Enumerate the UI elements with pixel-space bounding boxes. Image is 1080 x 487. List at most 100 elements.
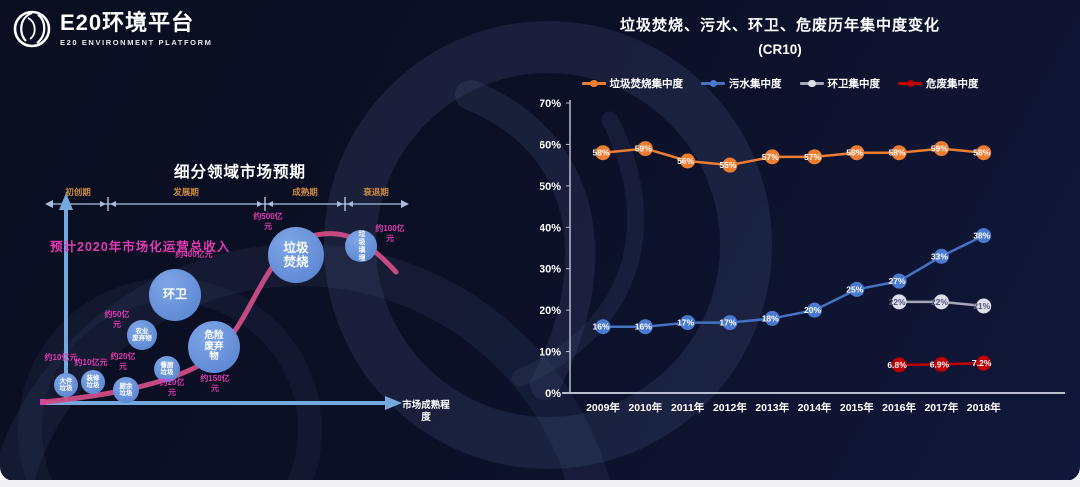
y-tick-label: 50%: [540, 181, 561, 193]
value-landfill: 约100亿 元: [375, 224, 405, 243]
legend-label: 垃圾焚烧集中度: [609, 78, 684, 90]
bubble-sanitation: 环卫: [149, 269, 201, 321]
phase-label-4: 衰退期: [363, 187, 389, 197]
data-label: 57%: [804, 152, 821, 162]
diagram-note: 预计2020年市场化运营总收入: [50, 240, 231, 254]
data-point: [933, 294, 949, 310]
bubble-hazardous-waste: 危险 废弃 物: [188, 321, 240, 373]
diagram-title: 细分领域市场预期: [173, 164, 306, 181]
x-tick-label: 2014年: [798, 401, 832, 414]
legend-swatch-hazwaste-icon: [898, 79, 922, 88]
y-tick-label: 30%: [540, 264, 561, 276]
data-label: 21%: [973, 301, 990, 311]
data-label: 33%: [931, 251, 948, 261]
line-chart-plot: 0% 10% 20% 30% 40% 50% 60% 70% 2009年 2010年 2011年 20…: [540, 98, 1065, 414]
data-label: 58%: [846, 148, 863, 158]
value-sanitation: 约400亿元: [175, 250, 213, 259]
data-label: 22%: [931, 297, 948, 307]
legend-label: 环卫集中度: [827, 78, 881, 90]
data-label: 6.8%: [887, 360, 907, 370]
value-food-waste: 约20亿 元: [159, 378, 185, 397]
data-point: [849, 281, 865, 297]
data-label: 6.9%: [930, 359, 950, 369]
bubble-waste-incineration: 垃圾 焚烧: [268, 227, 324, 283]
data-point: [680, 153, 696, 169]
data-label: 58%: [592, 148, 609, 158]
data-point: [722, 315, 738, 331]
legend-label: 危废集中度: [926, 78, 979, 90]
data-label: 17%: [677, 318, 694, 328]
y-tick-label: 60%: [540, 139, 561, 151]
x-tick-label: 2013年: [755, 401, 789, 414]
data-point: [891, 357, 907, 373]
chart-title: 垃圾焚烧、污水、环卫、危废历年集中度变化: [619, 17, 940, 34]
data-point: [637, 319, 653, 335]
slide-bottom-strip: [0, 480, 1080, 487]
data-label: 58%: [973, 148, 990, 158]
legend-item-hazwaste: 危废集中度: [898, 76, 979, 91]
data-point: [807, 302, 822, 318]
phase-label-2: 发展期: [173, 187, 199, 197]
data-point: [849, 145, 865, 161]
data-label: 7.2%: [972, 358, 992, 368]
value-agricultural-waste: 约50亿 元: [104, 310, 130, 329]
phase-label-3: 成熟期: [292, 187, 318, 197]
x-tick-label: 2011年: [671, 401, 705, 414]
bubble-bulky-waste: 大件 垃圾: [54, 373, 78, 397]
bubble-kitchen-waste: 厨余 垃圾: [113, 377, 139, 403]
data-point: [680, 315, 696, 331]
legend-swatch-sewage-icon: [701, 79, 725, 88]
data-point: [764, 149, 780, 165]
phase-label-1: 初创期: [65, 187, 91, 197]
x-tick-label: 2012年: [713, 401, 747, 414]
legend-swatch-incineration-icon: [581, 79, 606, 88]
y-tick-label: 0%: [545, 388, 561, 400]
data-point: [595, 145, 611, 161]
data-point: [595, 319, 611, 335]
data-label: 59%: [931, 144, 948, 154]
data-point: [976, 355, 992, 371]
chart-legend: 垃圾焚烧集中度 污水集中度 环卫集中度 危废集中度: [550, 76, 1010, 91]
legend-item-sewage: 污水集中度: [701, 76, 782, 91]
data-label: 17%: [719, 318, 736, 328]
logo-subtitle: E20 ENVIRONMENT PLATFORM: [60, 37, 213, 47]
data-point: [933, 141, 949, 157]
data-label: 16%: [592, 322, 609, 332]
data-point: [891, 273, 907, 289]
data-point: [807, 149, 822, 165]
data-point: [637, 141, 653, 157]
x-tick-label: 2015年: [840, 401, 874, 414]
legend-item-sanitation: 环卫集中度: [799, 76, 881, 91]
data-point: [933, 248, 949, 264]
data-label: 38%: [973, 231, 990, 241]
data-point: [976, 145, 992, 161]
data-label: 58%: [889, 148, 906, 158]
e20-logo-icon: [13, 10, 51, 48]
bubble-renovation-waste: 装修 垃圾: [81, 370, 105, 394]
x-tick-label: 2016年: [882, 401, 916, 414]
value-kitchen-waste: 约20亿 元: [110, 352, 136, 371]
value-renovation-waste: 约10亿元: [74, 358, 108, 367]
legend-label: 污水集中度: [729, 78, 782, 90]
data-label: 59%: [635, 144, 652, 154]
x-tick-label: 2009年: [586, 401, 620, 414]
data-point: [891, 145, 907, 161]
data-point: [764, 310, 780, 326]
x-tick-label: 2010年: [628, 401, 662, 414]
value-bulky-waste: 约10亿元: [44, 353, 78, 362]
data-label: 16%: [635, 322, 652, 332]
data-point: [976, 228, 992, 244]
logo-title: E20环境平台: [60, 10, 195, 36]
data-label: 25%: [846, 284, 863, 294]
bubble-food-waste: 餐厨 垃圾: [154, 356, 180, 382]
y-tick-label: 70%: [540, 98, 561, 110]
y-tick-label: 20%: [540, 305, 561, 317]
data-point: [976, 298, 992, 314]
data-point: [891, 294, 907, 310]
legend-item-incineration: 垃圾焚烧集中度: [581, 76, 684, 91]
data-label: 56%: [677, 156, 694, 166]
logo: E20环境平台 E20 ENVIRONMENT PLATFORM: [10, 6, 212, 52]
chart-subtitle: (CR10): [758, 42, 802, 57]
data-label: 22%: [889, 297, 906, 307]
